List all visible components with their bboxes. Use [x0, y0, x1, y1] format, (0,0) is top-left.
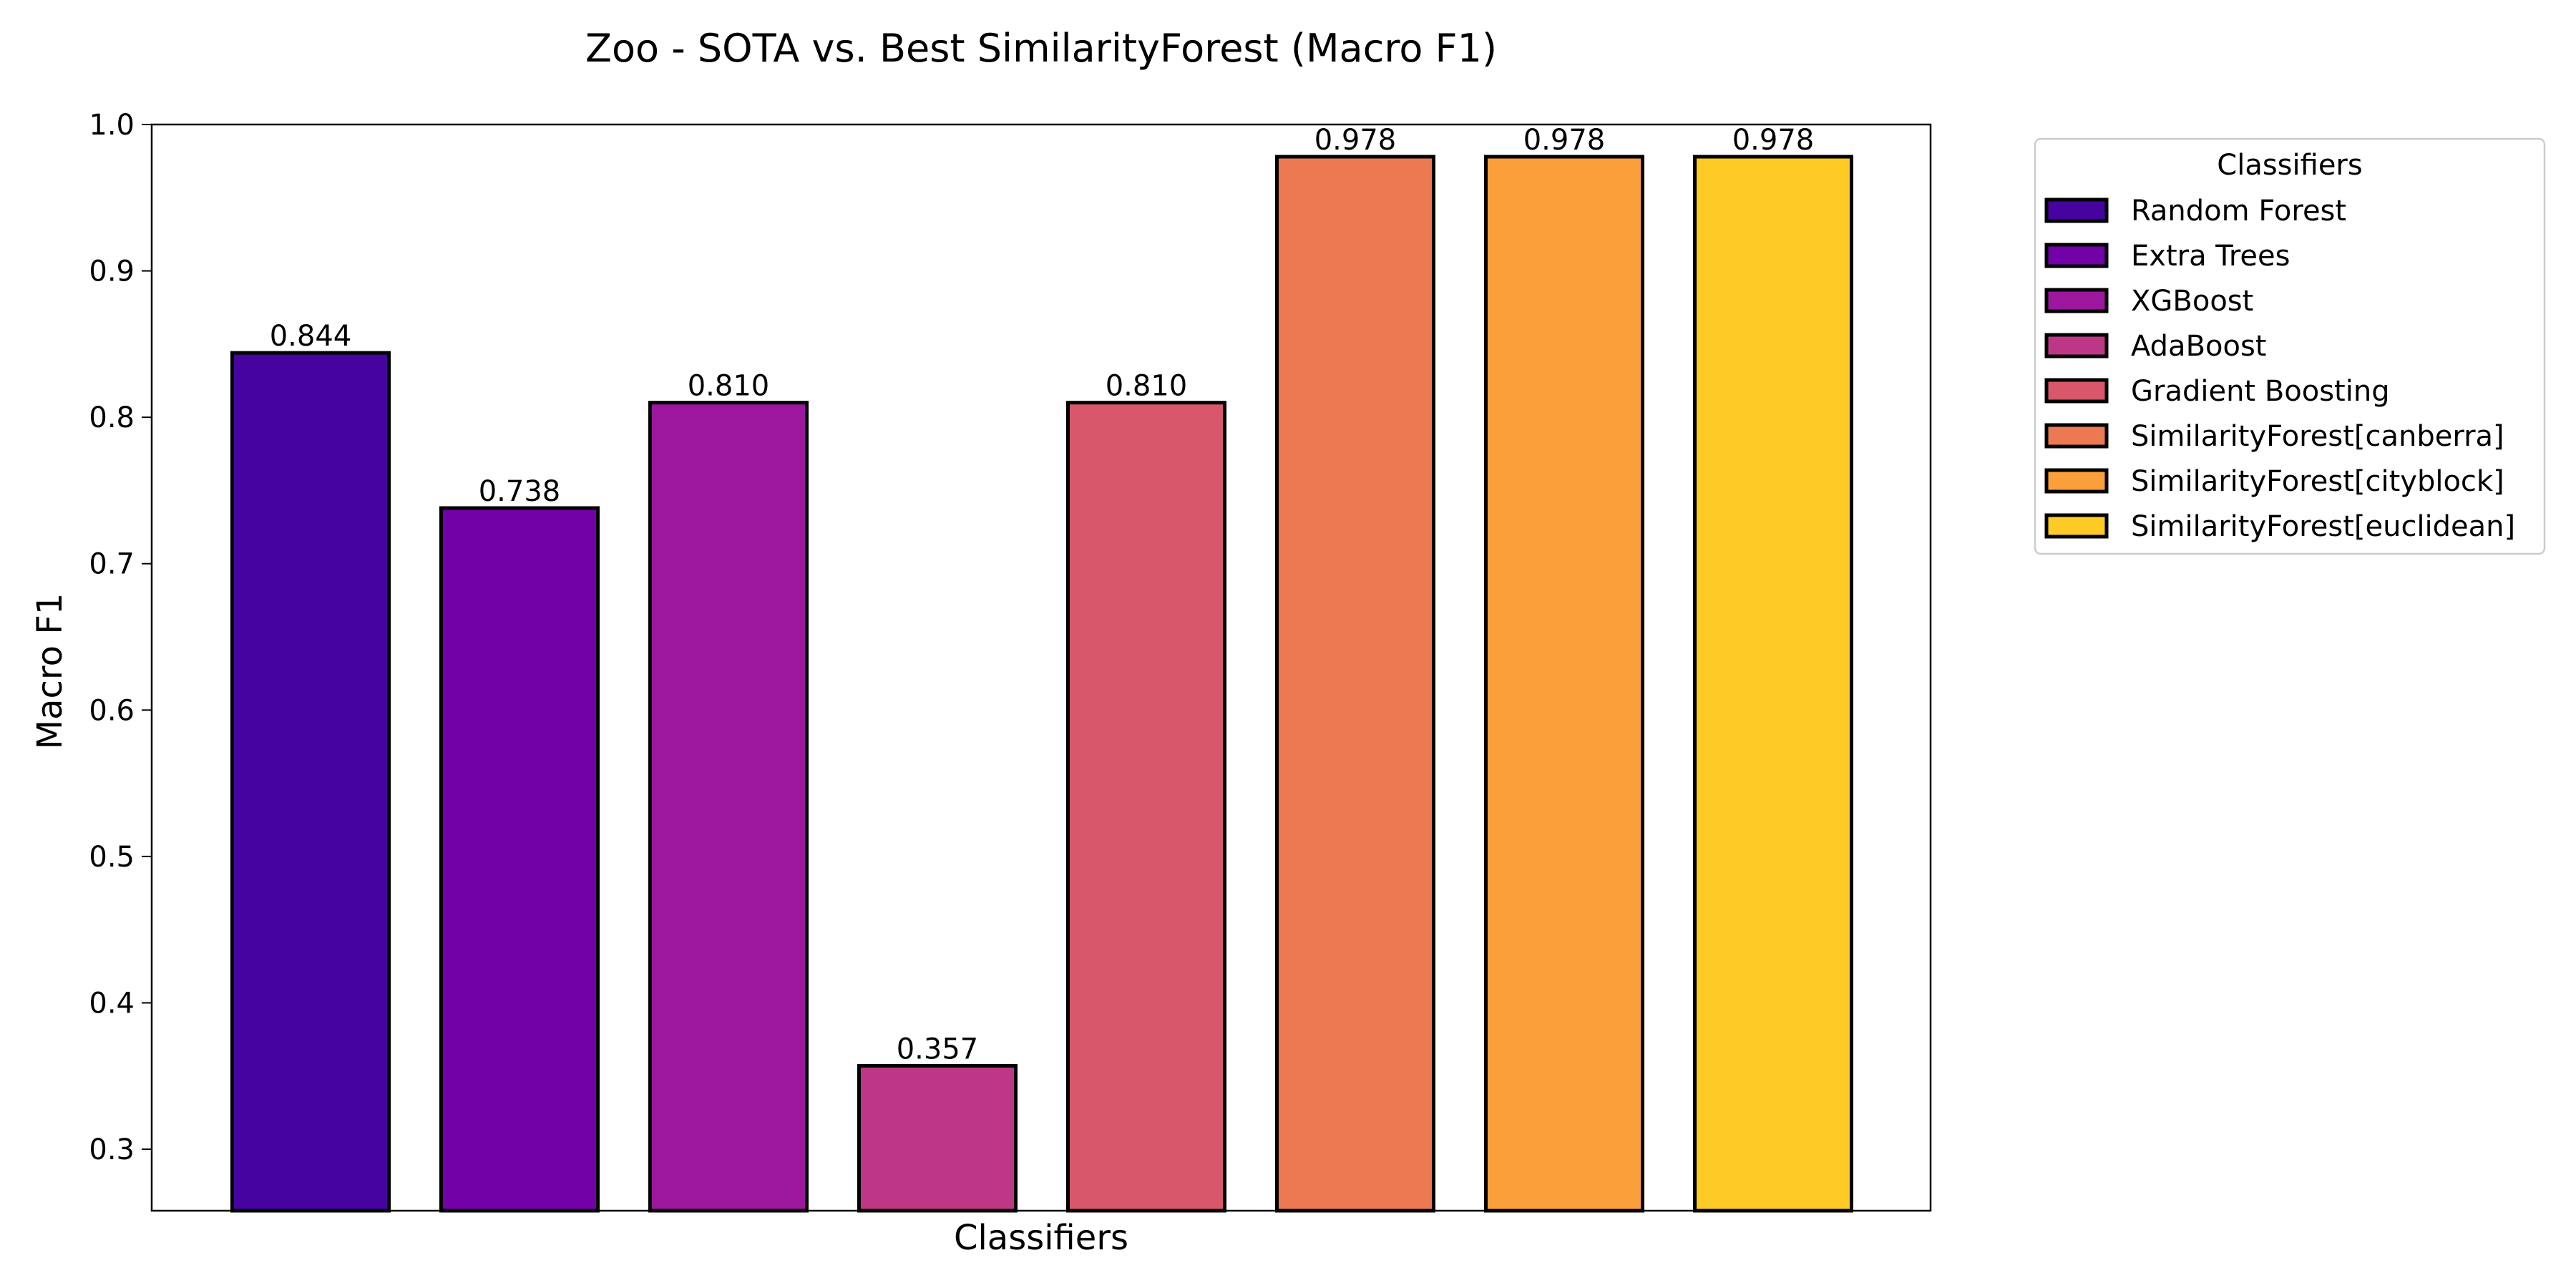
legend-title: Classifiers: [2217, 149, 2362, 182]
x-axis-label: Classifiers: [954, 1218, 1128, 1258]
bar-value-label: 0.357: [897, 1033, 979, 1065]
bar-value-label: 0.810: [1106, 370, 1188, 403]
legend-entry-label: Gradient Boosting: [2131, 375, 2390, 408]
bar: [1275, 155, 1435, 1213]
bar-value-label: 0.978: [1732, 124, 1815, 157]
bar-value-label: 0.978: [1314, 124, 1397, 157]
legend-swatch: [2044, 288, 2109, 313]
legend-swatch: [2044, 243, 2109, 268]
legend-swatch: [2044, 197, 2109, 223]
legend-entry-label: Random Forest: [2131, 195, 2346, 228]
plot-frame: [150, 123, 1932, 1212]
plot-area: 0.3 0.4 0.5 0.6 0.7 0.8 0.9 1.0 0.844 0.738 0.810 0…: [89, 109, 1932, 1213]
legend-swatch: [2044, 468, 2109, 494]
chart-title: Zoo - SOTA vs. Best SimilarityForest (Ma…: [585, 26, 1497, 71]
legend-items: Random Forest Extra Trees XGBoost AdaBoost G…: [2044, 195, 2515, 543]
bar: [648, 401, 809, 1213]
y-tick-label: 0.7: [89, 548, 135, 581]
bar: [1693, 155, 1853, 1213]
bar: [1066, 401, 1226, 1213]
bar-value-label: 0.844: [270, 320, 352, 353]
bar-value-label: 0.978: [1523, 124, 1606, 157]
legend-frame: [2034, 137, 2546, 555]
bar: [1484, 155, 1644, 1213]
legend-entry-label: AdaBoost: [2131, 330, 2266, 363]
bar-value-label: 0.738: [479, 475, 561, 508]
y-tick-label: 0.4: [89, 987, 135, 1020]
bar-value-label: 0.810: [688, 370, 770, 403]
bar: [439, 506, 600, 1213]
y-tick-label: 1.0: [89, 109, 135, 142]
legend-entry-label: SimilarityForest[canberra]: [2131, 420, 2504, 453]
legend-entry-label: Extra Trees: [2131, 240, 2290, 273]
y-tick-label: 0.8: [89, 401, 135, 434]
legend-swatch: [2044, 333, 2109, 358]
y-axis-label: Macro F1: [30, 593, 70, 750]
bar: [230, 351, 391, 1213]
y-tick-label: 0.5: [89, 841, 135, 874]
legend-swatch: [2044, 513, 2109, 539]
bar: [857, 1063, 1018, 1213]
y-tick-label: 0.9: [89, 255, 135, 288]
legend-swatch: [2044, 423, 2109, 449]
y-tick-label: 0.3: [89, 1133, 135, 1166]
legend-entry-label: XGBoost: [2131, 285, 2253, 318]
legend-swatch: [2044, 378, 2109, 404]
legend-entry-label: SimilarityForest[cityblock]: [2131, 465, 2504, 498]
y-tick-label: 0.6: [89, 694, 135, 727]
legend: Classifiers Random Forest Extra Trees XGBo…: [2034, 137, 2546, 555]
legend-entry-label: SimilarityForest[euclidean]: [2131, 510, 2515, 543]
